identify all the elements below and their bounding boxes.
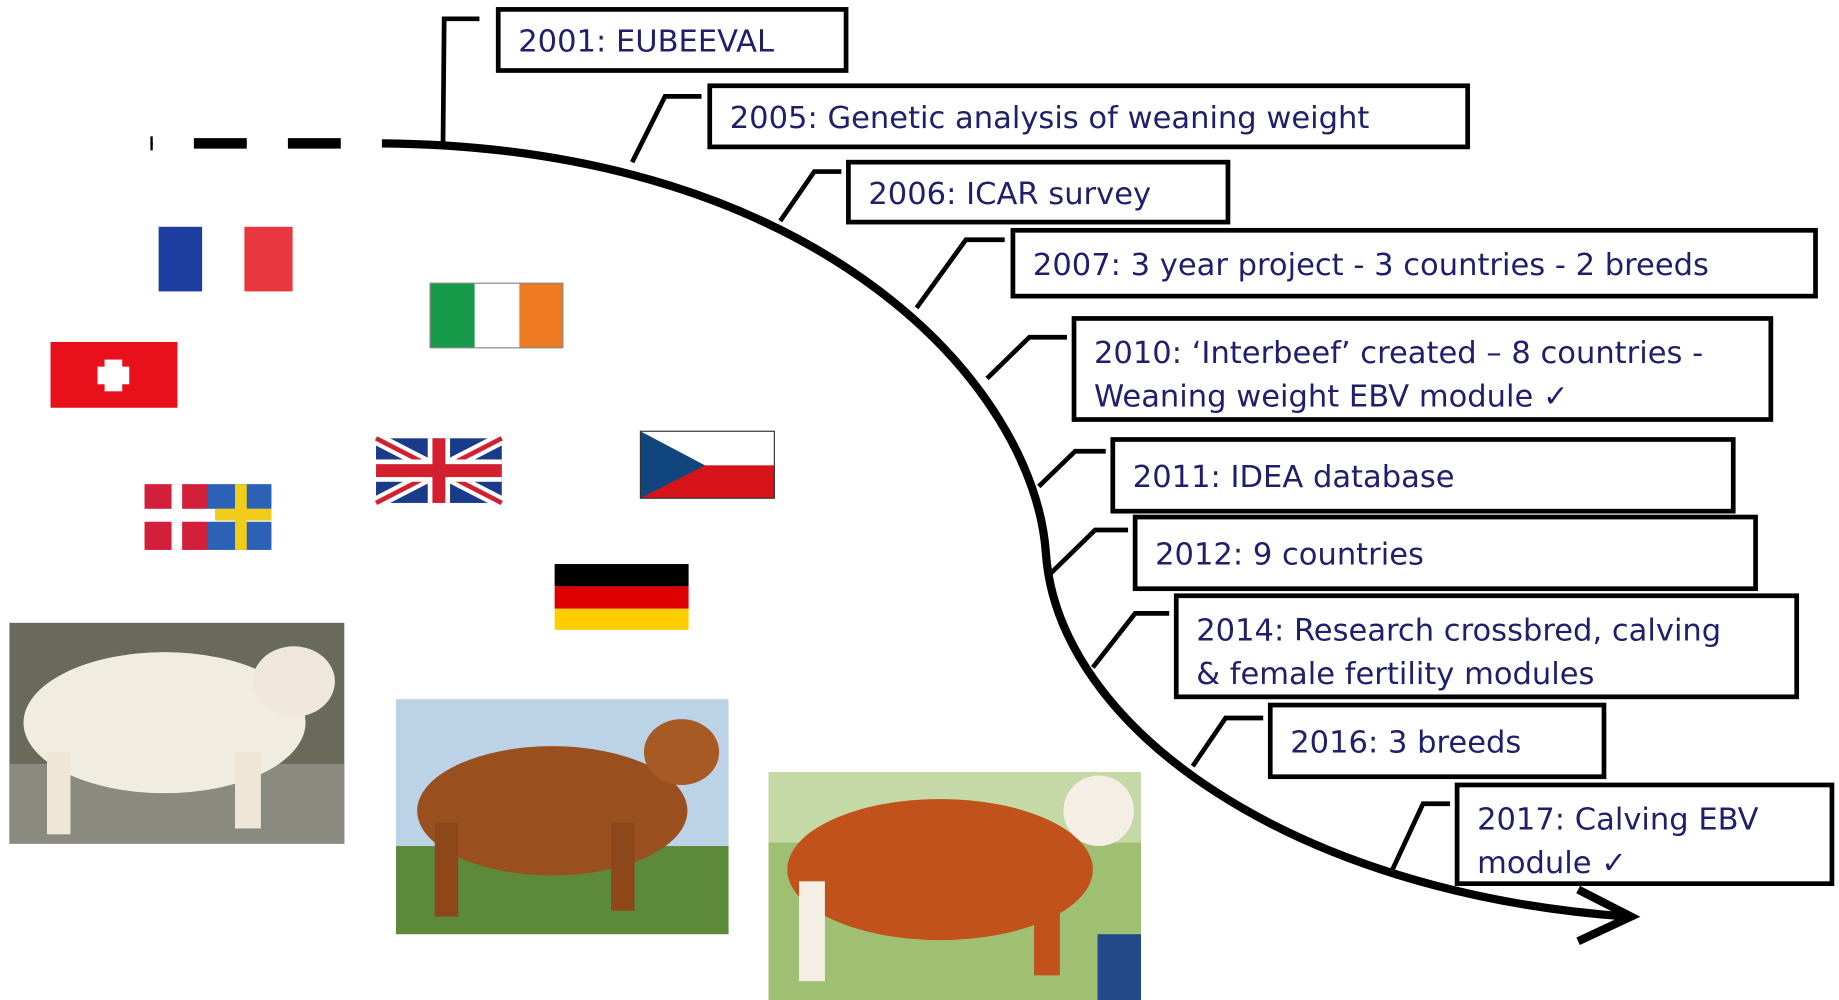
event-box xyxy=(1110,437,1736,514)
event-text: 2014: Research crossbred, calving xyxy=(1196,613,1721,648)
event-box xyxy=(1010,227,1818,299)
connector xyxy=(985,334,1067,381)
timeline-curve xyxy=(381,139,1628,921)
connector xyxy=(1090,611,1170,669)
event-box xyxy=(707,83,1471,150)
event-text: 2016: 3 breeds xyxy=(1290,726,1521,761)
flag-denmark-sweden xyxy=(144,484,272,550)
arrow-head xyxy=(1576,885,1641,945)
flag-germany xyxy=(554,564,689,630)
event-box xyxy=(1071,316,1774,422)
event-box xyxy=(1267,702,1607,780)
connector xyxy=(630,94,702,164)
photo-limousin xyxy=(396,699,729,935)
connector xyxy=(1046,527,1129,578)
event-text: & female fertility modules xyxy=(1196,657,1594,692)
event-text: 2005: Genetic analysis of weaning weight xyxy=(730,101,1370,136)
connector xyxy=(1390,801,1451,871)
flag-france xyxy=(158,226,293,292)
flag-ireland xyxy=(429,282,564,349)
event-box xyxy=(1173,593,1800,700)
timeline-items: 2001: EUBEEVAL 2005: Genetic analysis of … xyxy=(440,7,1835,887)
flag-switzerland xyxy=(50,341,178,408)
connector xyxy=(914,237,1005,310)
event-text: 2007: 3 year project - 3 countries - 2 b… xyxy=(1033,248,1709,283)
connector xyxy=(1190,715,1264,768)
photo-charolais xyxy=(9,622,345,844)
event-text: 2010: ‘Interbeef’ created – 8 countries … xyxy=(1094,336,1703,371)
photo-simmental xyxy=(768,772,1142,1000)
event-box xyxy=(1132,514,1758,592)
connector xyxy=(1037,448,1106,489)
event-text: 2011: IDEA database xyxy=(1133,460,1455,495)
event-text: module ✓ xyxy=(1477,846,1627,881)
event-text: Weaning weight EBV module ✓ xyxy=(1094,380,1569,415)
event-box xyxy=(495,7,849,73)
flag-uk xyxy=(373,432,505,509)
event-text: 2001: EUBEEVAL xyxy=(518,25,774,60)
flag-czech xyxy=(639,430,775,499)
connector xyxy=(440,16,480,144)
event-box xyxy=(846,159,1231,225)
event-text: 2006: ICAR survey xyxy=(868,177,1151,212)
connector xyxy=(778,169,842,223)
event-text: 2012: 9 countries xyxy=(1155,538,1424,573)
event-box xyxy=(1454,782,1835,887)
event-text: 2017: Calving EBV xyxy=(1477,803,1759,838)
